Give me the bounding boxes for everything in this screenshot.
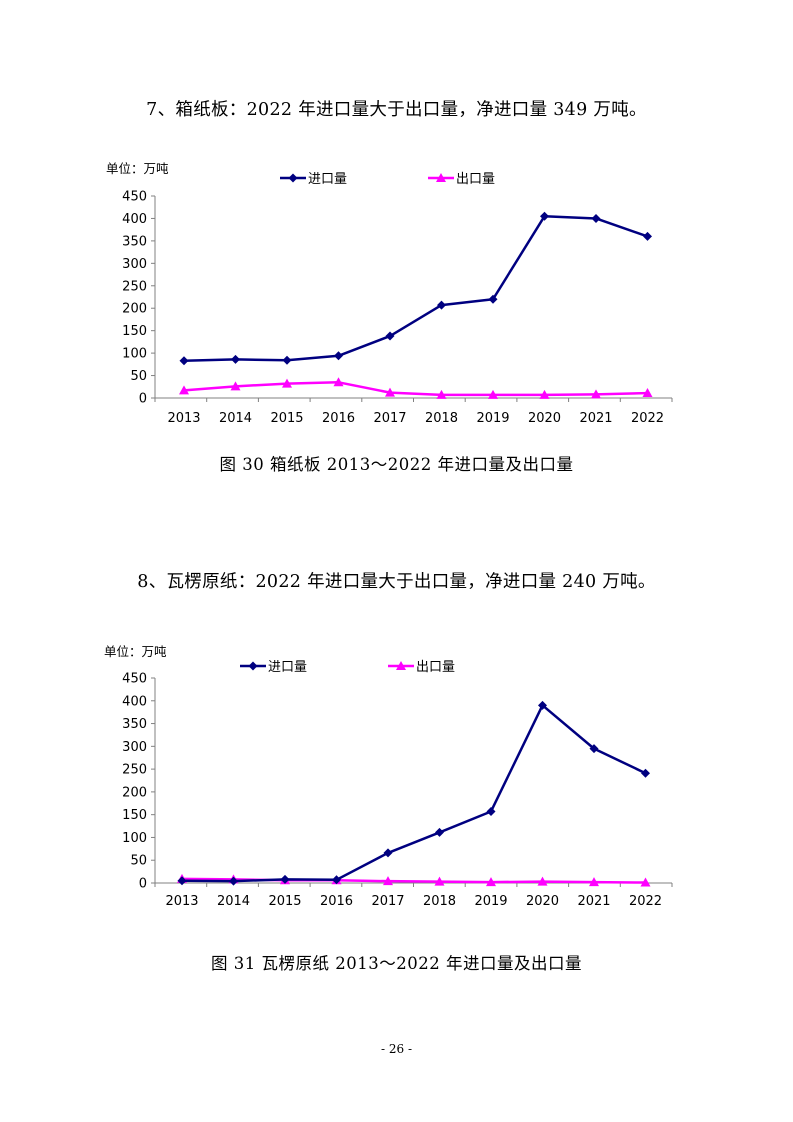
y-tick-label: 250 (122, 763, 147, 778)
x-tick-label: 2020 (528, 411, 561, 426)
x-tick-label: 2016 (320, 894, 353, 909)
x-tick-label: 2017 (371, 894, 404, 909)
export-data-point (434, 876, 445, 886)
export-data-point (589, 877, 599, 887)
chart-2-import-export: 0 50 100 150 200 250 300 350 400 450 2013 2014 2015 2… (122, 660, 673, 909)
legend-import-marker (288, 173, 298, 183)
y-tick-label: 300 (122, 257, 147, 272)
y-tick-label: 450 (122, 672, 147, 687)
y-tick-label: 350 (122, 717, 147, 732)
figure-31-caption: 图 31 瓦楞原纸 2013～2022 年进口量及出口量 (211, 954, 582, 973)
x-tick-label: 2014 (219, 411, 252, 426)
x-tick-label: 2018 (425, 411, 458, 426)
export-data-point (640, 877, 651, 887)
x-tick-label: 2021 (579, 411, 612, 426)
x-tick-label: 2016 (322, 411, 355, 426)
x-tick-label: 2021 (577, 894, 610, 909)
import-data-point (229, 876, 238, 886)
legend-export-label: 出口量 (456, 172, 495, 187)
x-tick-label: 2014 (217, 894, 250, 909)
section-8-heading: 8、瓦楞原纸：2022 年进口量大于出口量，净进口量 240 万吨。 (137, 572, 656, 592)
export-data-point (539, 389, 550, 399)
chart-1-unit-label: 单位：万吨 (106, 161, 169, 176)
import-series-line (183, 214, 648, 362)
import-data-point (179, 356, 189, 366)
legend-import-marker (248, 661, 258, 671)
export-data-point (230, 381, 241, 391)
import-data-point (282, 355, 292, 365)
export-data-point (537, 876, 548, 886)
export-data-point (488, 389, 498, 399)
y-tick-label: 50 (130, 854, 147, 869)
y-tick-label: 350 (122, 234, 147, 249)
import-data-point (589, 744, 599, 754)
import-data-point (435, 827, 444, 837)
chart-2-unit-label: 单位：万吨 (104, 644, 167, 659)
x-tick-label: 2019 (474, 894, 507, 909)
legend-import-label: 进口量 (308, 172, 347, 187)
import-data-point (334, 351, 343, 361)
import-data-point (643, 231, 652, 241)
export-data-point (591, 389, 601, 399)
import-series-line (181, 704, 647, 883)
legend-import-label: 进口量 (268, 660, 307, 675)
import-data-point (538, 700, 547, 710)
y-tick-label: 150 (122, 808, 147, 823)
legend-export-label: 出口量 (416, 660, 455, 675)
section-7-heading: 7、箱纸板：2022 年进口量大于出口量，净进口量 349 万吨。 (146, 100, 647, 120)
y-tick-label: 200 (122, 785, 147, 800)
figure-30-caption: 图 30 箱纸板 2013～2022 年进口量及出口量 (219, 455, 574, 474)
x-tick-label: 2013 (167, 411, 200, 426)
import-data-point (488, 294, 498, 304)
export-series-line (183, 381, 648, 397)
import-data-point (280, 874, 290, 884)
import-data-point (383, 848, 393, 858)
export-data-point (333, 377, 344, 387)
import-data-point (540, 211, 549, 221)
legend-export-marker (436, 173, 446, 182)
x-tick-label: 2018 (423, 894, 456, 909)
y-tick-label: 100 (122, 347, 147, 362)
x-tick-label: 2020 (526, 894, 559, 909)
x-tick-label: 2017 (373, 411, 406, 426)
y-tick-label: 400 (122, 212, 147, 227)
import-data-point (437, 300, 446, 310)
export-data-point (179, 385, 189, 395)
page-number: - 26 - (380, 1042, 412, 1056)
x-tick-label: 2015 (268, 894, 301, 909)
export-data-point (383, 876, 393, 886)
x-tick-label: 2022 (631, 411, 664, 426)
y-tick-label: 0 (139, 877, 147, 892)
y-tick-label: 50 (130, 369, 147, 384)
y-tick-label: 250 (122, 279, 147, 294)
export-data-point (486, 877, 496, 887)
export-data-point (385, 387, 395, 397)
x-tick-label: 2019 (476, 411, 509, 426)
chart-1-import-export: 0 50 100 150 200 250 300 350 400 450 2013 2014 2015 2… (122, 172, 673, 426)
y-tick-label: 450 (122, 190, 147, 205)
y-tick-label: 300 (122, 740, 147, 755)
y-tick-label: 0 (139, 392, 147, 407)
x-tick-label: 2022 (629, 894, 662, 909)
import-data-point (332, 875, 341, 885)
export-data-point (642, 388, 653, 398)
import-data-point (231, 354, 240, 364)
export-data-point (282, 378, 292, 388)
y-tick-label: 150 (122, 324, 147, 339)
export-data-point (436, 389, 447, 399)
import-data-point (591, 213, 601, 223)
x-tick-label: 2013 (165, 894, 198, 909)
import-data-point (385, 331, 395, 341)
import-data-point (177, 876, 187, 886)
import-data-point (641, 768, 650, 778)
legend-export-marker (396, 661, 406, 670)
y-tick-label: 100 (122, 831, 147, 846)
x-tick-label: 2015 (270, 411, 303, 426)
y-tick-label: 200 (122, 302, 147, 317)
import-data-point (486, 806, 496, 816)
y-tick-label: 400 (122, 694, 147, 709)
